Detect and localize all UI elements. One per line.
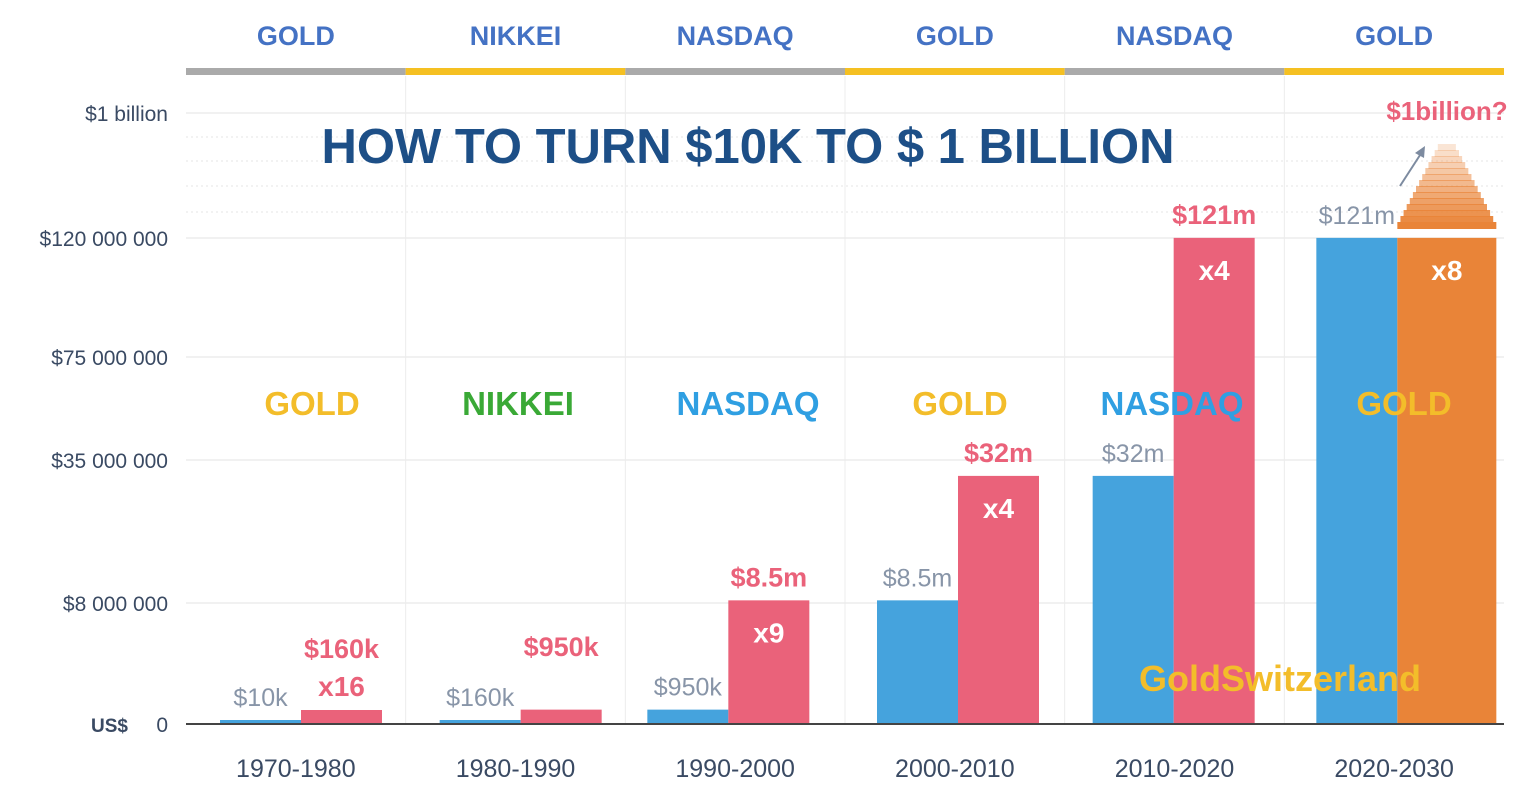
projection-step: [1437, 144, 1456, 151]
multiplier-label: x4: [1199, 255, 1231, 286]
projection-step: [1431, 156, 1463, 163]
y-tick-label: $120 000 000: [40, 228, 168, 251]
end-bar: [1397, 237, 1497, 724]
start-bar: [1316, 237, 1398, 724]
start-value-label: $950k: [654, 674, 723, 702]
projection-label: $1billion?: [1386, 96, 1507, 126]
category-label: 2010-2020: [1115, 755, 1235, 783]
start-value-label: $160k: [446, 684, 515, 712]
mid-asset-label: GOLD: [1356, 385, 1451, 422]
category-label: 2000-2010: [895, 755, 1015, 783]
category-label: 2020-2030: [1334, 755, 1454, 783]
top-asset-label: GOLD: [916, 21, 994, 51]
top-asset-strip: [405, 68, 626, 75]
mid-asset-label: GOLD: [912, 385, 1007, 422]
mid-asset-label: GOLD: [264, 385, 359, 422]
top-asset-label: NASDAQ: [677, 21, 794, 51]
projection-step: [1409, 198, 1484, 205]
start-bar: [877, 600, 958, 724]
top-asset-label: GOLD: [257, 21, 335, 51]
projection-step: [1434, 150, 1459, 157]
multiplier-label: x16: [318, 671, 365, 702]
top-asset-strip: [1284, 68, 1504, 75]
projection-step: [1419, 180, 1475, 187]
end-value-label: $160k: [304, 634, 380, 664]
end-value-label: $8.5m: [731, 562, 808, 592]
end-bar: [1173, 237, 1255, 724]
multiplier-label: x9: [753, 617, 784, 648]
projection-step: [1400, 216, 1494, 223]
top-asset-strip: [625, 68, 845, 75]
projection-step: [1428, 162, 1466, 169]
y-tick-label: $75 000 000: [51, 347, 168, 370]
start-bar: [647, 709, 729, 724]
top-asset-strip: [845, 68, 1065, 75]
start-value-label: $121m: [1319, 202, 1395, 230]
top-asset-strip: [186, 68, 406, 75]
projection-arrow: [1399, 151, 1423, 187]
multiplier-label: x6: [546, 683, 577, 714]
top-asset-label: GOLD: [1355, 21, 1433, 51]
start-value-label: $32m: [1102, 440, 1165, 468]
end-value-label: $32m: [964, 438, 1033, 468]
projection-step: [1406, 204, 1487, 211]
mid-asset-label: NASDAQ: [1100, 385, 1243, 422]
end-bar: [520, 709, 602, 724]
category-label: 1990-2000: [675, 755, 795, 783]
projection-step: [1416, 186, 1478, 193]
projection-step: [1422, 174, 1472, 181]
start-bar: [220, 720, 301, 724]
start-value-label: $10k: [233, 684, 288, 712]
end-value-label: $950k: [524, 632, 600, 662]
category-label: 1980-1990: [456, 755, 576, 783]
projection-arrow-head: [1415, 146, 1425, 158]
start-value-label: $8.5m: [883, 564, 952, 592]
y-tick-label: $8 000 000: [63, 593, 168, 616]
y-tick-label: $35 000 000: [51, 450, 168, 473]
category-label: 1970-1980: [236, 755, 356, 783]
watermark-text: GoldSwitzerland: [1139, 658, 1421, 699]
projection-step: [1397, 222, 1497, 229]
projection-step: [1425, 168, 1469, 175]
start-bar: [1092, 475, 1174, 724]
y-tick-label: 0: [156, 714, 168, 737]
projection-step: [1403, 210, 1491, 217]
y-tick-label: $1 billion: [85, 103, 168, 126]
top-asset-label: NIKKEI: [470, 21, 562, 51]
end-bar: [301, 710, 382, 724]
mid-asset-label: NIKKEI: [462, 385, 574, 422]
end-bar: [728, 600, 810, 724]
start-bar: [439, 720, 521, 724]
end-value-label: $121m: [1172, 200, 1256, 230]
mid-asset-label: NASDAQ: [676, 385, 819, 422]
y-axis-unit: US$: [91, 716, 128, 737]
multiplier-label: x4: [983, 493, 1015, 524]
multiplier-label: x8: [1431, 255, 1462, 286]
top-asset-strip: [1064, 68, 1285, 75]
top-asset-label: NASDAQ: [1116, 21, 1233, 51]
chart-title: HOW TO TURN $10K TO $ 1 BILLION: [321, 120, 1174, 174]
projection-step: [1412, 192, 1481, 199]
end-bar: [958, 475, 1039, 724]
